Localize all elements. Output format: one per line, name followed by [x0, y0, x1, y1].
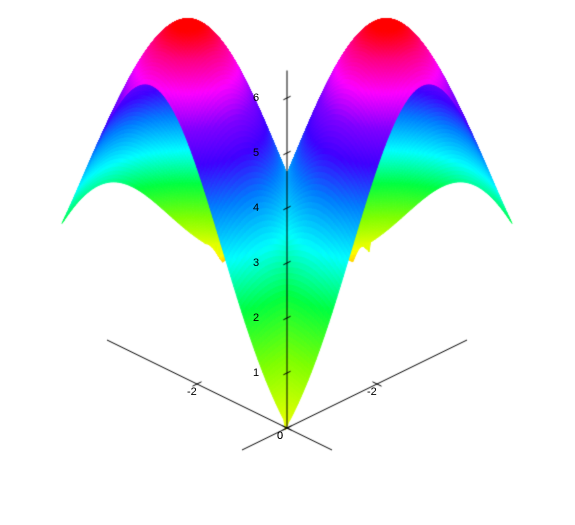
axis-tick-label: 5: [253, 147, 259, 159]
axis-tick-label: 4: [253, 202, 259, 214]
axis-tick-label: -2: [187, 386, 197, 398]
axis-tick-label: -2: [367, 386, 377, 398]
axes-canvas: [0, 0, 575, 525]
axis-tick-label: 6: [253, 92, 259, 104]
axis-tick-label: 1: [253, 367, 259, 379]
axis-tick-label: 2: [253, 312, 259, 324]
surface-plot-3d: 123456-20-20: [0, 0, 575, 525]
axis-tick-label: 3: [253, 257, 259, 269]
axis-tick-label: 0: [277, 430, 283, 442]
